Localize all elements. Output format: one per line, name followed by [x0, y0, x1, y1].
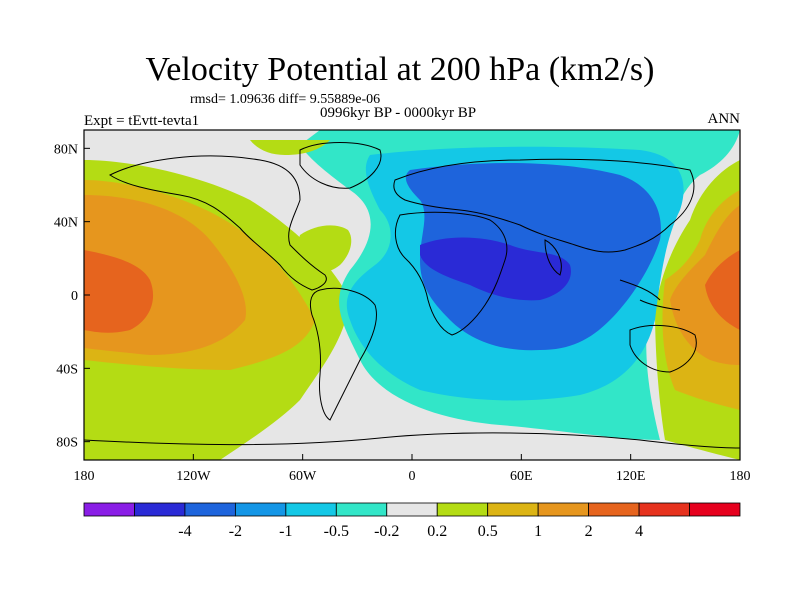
colorbar-swatch [588, 502, 640, 517]
x-tick-label: 120W [176, 469, 211, 484]
colorbar-swatch [335, 502, 388, 517]
x-tick-label: 60E [510, 469, 533, 484]
stats-line: rmsd= 1.09636 diff= 9.55889e-06 [190, 92, 381, 107]
colorbar-label: -2 [229, 523, 242, 540]
experiment-label: Expt = tEvtt-tevta1 [84, 113, 200, 129]
colorbar-label: 4 [635, 523, 643, 540]
colorbar: -4 -2 -1 -0.5 -0.2 0.2 0.5 1 2 4 [83, 502, 741, 540]
y-tick-label: 80S [56, 436, 78, 451]
x-tick-label: 0 [409, 469, 416, 484]
colorbar-swatch [134, 502, 186, 517]
y-tick-label: 80N [54, 142, 78, 157]
colorbar-swatch [285, 502, 337, 517]
colorbar-swatch [537, 502, 590, 517]
colorbar-swatch [689, 502, 741, 517]
period-label: 0996kyr BP - 0000kyr BP [320, 105, 477, 121]
axis-ticks: 180 120W 60W 0 60E 120E 180 80N 40N 0 40S 80S [54, 142, 751, 484]
colorbar-swatch [638, 502, 690, 517]
y-tick-label: 40N [54, 216, 78, 231]
colorbar-label: 0.5 [478, 523, 498, 540]
colorbar-label: 2 [585, 523, 593, 540]
contour-field [84, 130, 740, 460]
y-tick-label: 40S [56, 362, 78, 377]
colorbar-swatch [83, 502, 135, 517]
season-label: ANN [707, 111, 741, 127]
colorbar-label: 0.2 [427, 523, 447, 540]
colorbar-swatch [487, 502, 539, 517]
x-tick-label: 180 [74, 469, 95, 484]
colorbar-swatch [234, 502, 287, 517]
contour-band [84, 250, 154, 333]
colorbar-label: -1 [279, 523, 292, 540]
contour-band [420, 237, 571, 301]
colorbar-label: -0.2 [374, 523, 399, 540]
coastlines [84, 142, 740, 449]
x-tick-label: 180 [730, 469, 751, 484]
plot-title: Velocity Potential at 200 hPa (km2/s) [145, 51, 655, 88]
colorbar-label: -0.5 [324, 523, 349, 540]
colorbar-swatch [184, 502, 236, 517]
contour-band [705, 250, 740, 330]
x-tick-label: 60W [289, 469, 317, 484]
colorbar-swatch [386, 502, 438, 517]
colorbar-swatch [436, 502, 489, 517]
contour-band [250, 140, 330, 155]
y-tick-label: 0 [71, 289, 78, 304]
colorbar-label: 1 [534, 523, 542, 540]
x-tick-label: 120E [616, 469, 646, 484]
colorbar-label: -4 [178, 523, 191, 540]
contour-band [298, 225, 352, 273]
